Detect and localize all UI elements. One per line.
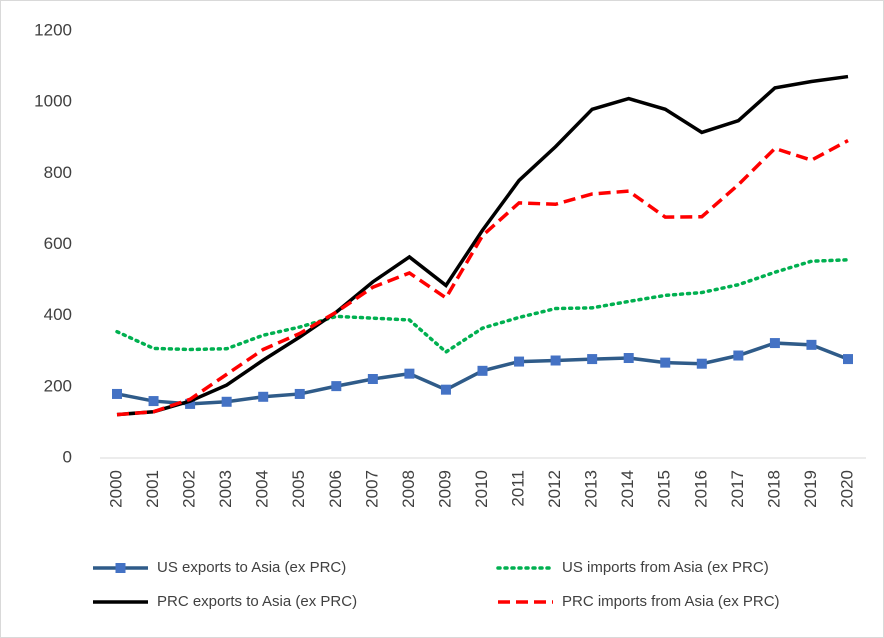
x-tick-label: 2010: [472, 470, 491, 508]
data-point: [404, 368, 415, 379]
x-tick-label: 2005: [289, 470, 308, 508]
x-tick-label: 2000: [106, 470, 125, 508]
x-tick-label: 2003: [216, 470, 235, 508]
data-point: [185, 398, 196, 409]
x-tick-label: 2016: [691, 470, 710, 508]
legend-marker: [115, 563, 126, 573]
data-point: [550, 355, 561, 366]
data-point: [514, 356, 525, 367]
legend-label: US exports to Asia (ex PRC): [157, 559, 346, 576]
x-tick-label: 2002: [180, 470, 199, 508]
x-tick-label: 2015: [655, 470, 674, 508]
x-tick-label: 2001: [143, 470, 162, 508]
data-point: [148, 396, 159, 407]
x-tick-label: 2013: [582, 470, 601, 508]
legend-label: US imports from Asia (ex PRC): [562, 559, 769, 576]
x-tick-label: 2008: [399, 470, 418, 508]
series-line: [116, 74, 849, 417]
y-tick-label: 800: [44, 163, 72, 182]
x-tick-label: 2009: [435, 470, 454, 508]
x-tick-label: 2004: [253, 470, 272, 508]
data-point: [696, 358, 707, 369]
series-line: [116, 139, 849, 417]
legend-label: PRC imports from Asia (ex PRC): [562, 593, 780, 610]
data-point: [477, 365, 488, 376]
legend-label: PRC exports to Asia (ex PRC): [157, 593, 357, 610]
x-tick-label: 2006: [326, 470, 345, 508]
y-tick-label: 200: [44, 376, 72, 395]
data-point: [806, 339, 817, 350]
x-tick-label: 2012: [545, 470, 564, 508]
data-point: [331, 381, 342, 392]
y-tick-label: 400: [44, 305, 72, 324]
data-point: [623, 353, 634, 364]
x-tick-label: 2019: [801, 470, 820, 508]
data-point: [294, 388, 305, 399]
y-tick-label: 0: [63, 447, 72, 466]
x-tick-label: 2007: [362, 470, 381, 508]
x-tick-label: 2014: [618, 470, 637, 508]
y-tick-label: 1000: [34, 92, 72, 111]
data-point: [843, 354, 853, 365]
x-tick-label: 2020: [837, 470, 856, 508]
data-point: [587, 354, 598, 365]
x-tick-label: 2017: [728, 470, 747, 508]
data-point: [258, 391, 269, 402]
x-tick-label: 2018: [764, 470, 783, 508]
series-line: [115, 258, 850, 355]
y-tick-label: 1200: [34, 20, 72, 39]
data-point: [112, 388, 122, 399]
x-tick-label: 2011: [509, 470, 528, 507]
data-point: [660, 357, 671, 368]
y-tick-label: 600: [44, 234, 72, 253]
data-point: [367, 374, 378, 385]
data-point: [221, 396, 232, 407]
data-point: [769, 338, 780, 349]
data-point: [440, 384, 451, 395]
data-point: [733, 350, 744, 361]
